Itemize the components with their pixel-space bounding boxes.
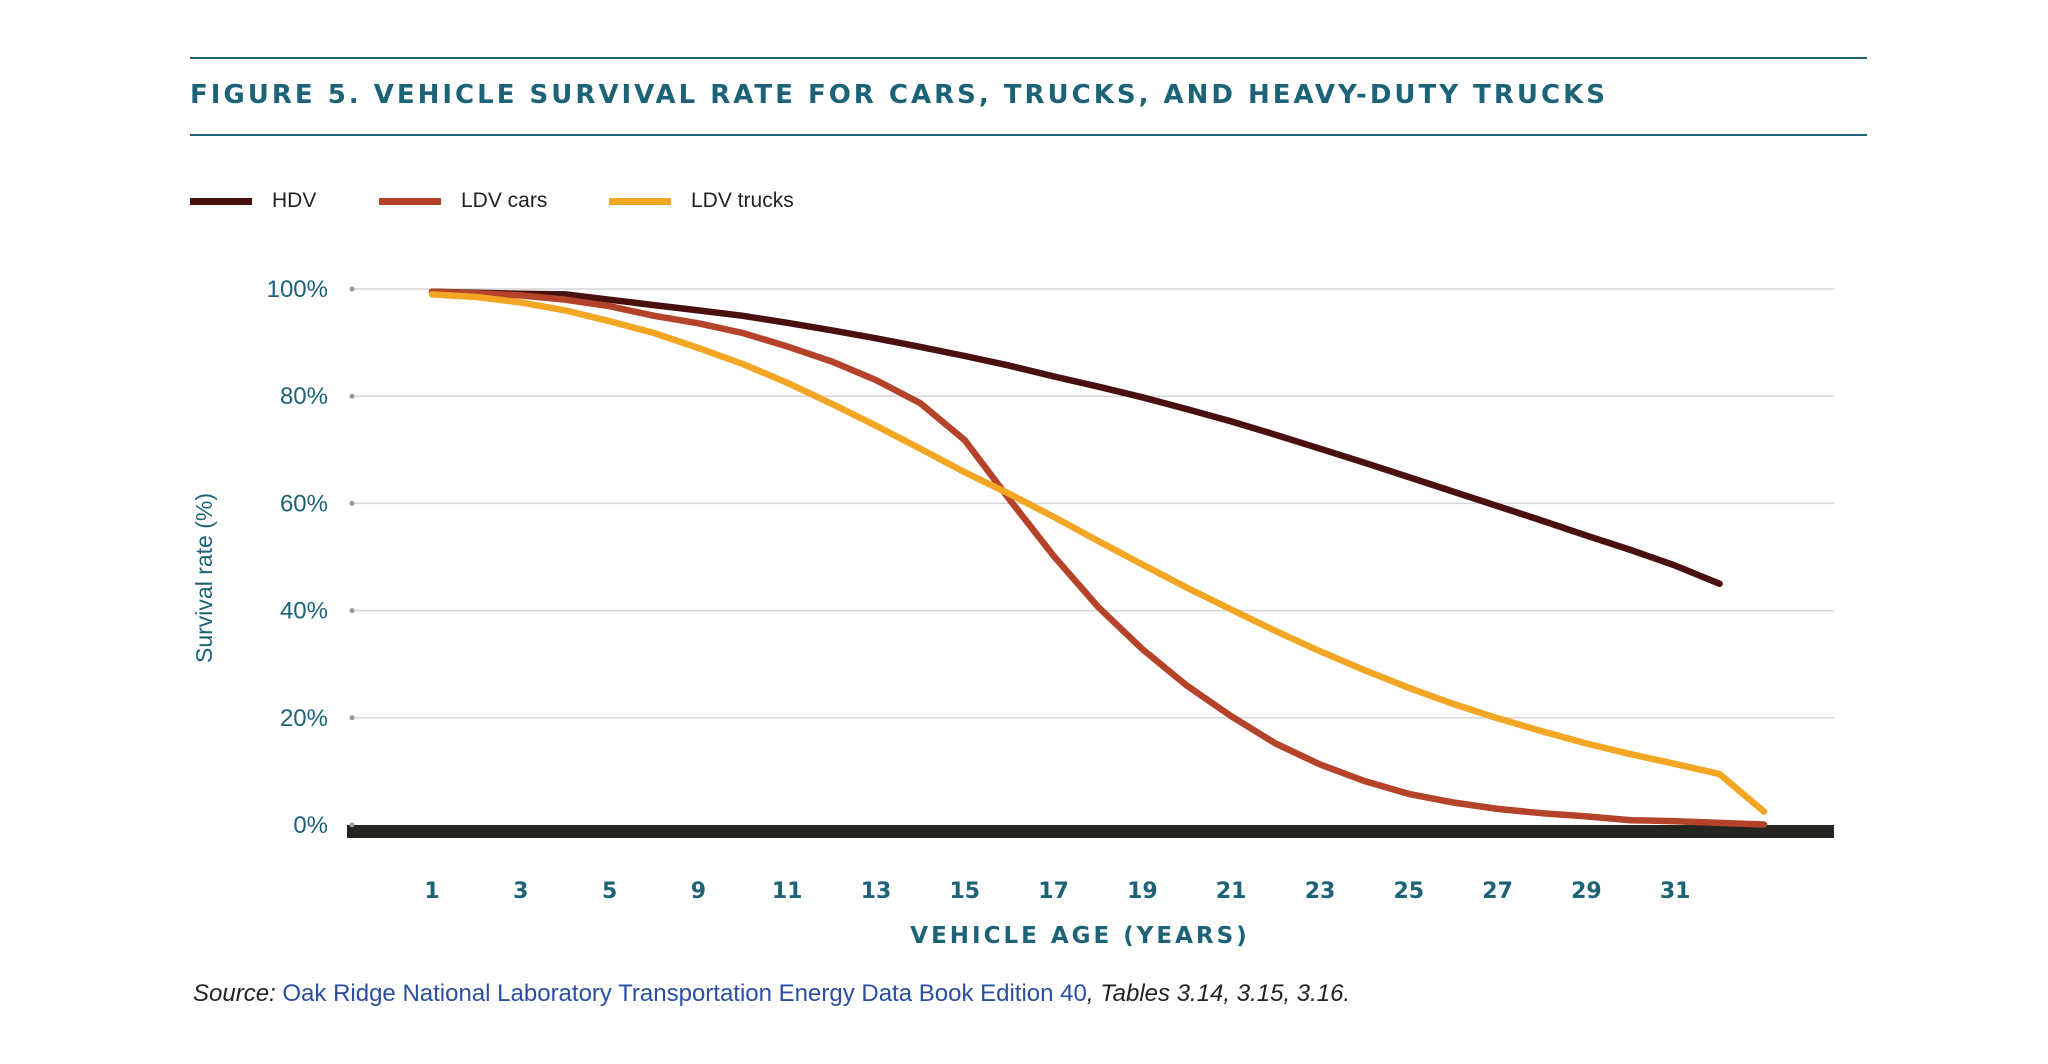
legend-item-ldv-cars: LDV cars [379,188,547,214]
y-tick-dot [349,608,355,614]
y-tick-dot [349,500,355,506]
y-axis-title: Survival rate (%) [191,493,217,663]
legend-swatch-ldv-cars [379,197,441,205]
title-bottom-rule [190,134,1867,136]
x-tick-label: 25 [1393,879,1424,904]
x-tick-label: 1 [424,879,439,904]
figure-title: FIGURE 5. VEHICLE SURVIVAL RATE FOR CARS… [190,80,1608,110]
legend-swatch-ldv-trucks [609,197,671,205]
legend-label-ldv-cars: LDV cars [461,189,548,212]
source-prefix: Source: [193,980,276,1007]
y-tick-label: 80% [280,383,328,410]
source-link[interactable]: Oak Ridge National Laboratory Transporta… [282,980,1087,1007]
legend-swatch-hdv [190,197,252,205]
x-tick-label: 21 [1216,879,1247,904]
x-axis-baseline [347,825,1834,838]
series-line-ldv-cars [428,288,1768,828]
x-tick-label: 5 [602,879,617,904]
top-rule [190,57,1867,59]
x-tick-label: 19 [1127,879,1158,904]
y-tick-label: 60% [280,490,328,517]
x-tick-label: 27 [1482,879,1513,904]
x-tick-label: 11 [772,879,803,904]
series-line-hdv [428,288,1723,588]
y-tick-label: 40% [280,598,328,625]
source-note: Source: Oak Ridge National Laboratory Tr… [193,980,1350,1008]
legend-item-ldv-trucks: LDV trucks [609,188,794,214]
legend-label-hdv: HDV [272,189,317,212]
x-axis-title: VEHICLE AGE (YEARS) [910,923,1249,949]
legend-label-ldv-trucks: LDV trucks [691,189,794,212]
x-tick-label: 9 [691,879,706,904]
x-tick-label: 13 [861,879,892,904]
legend-item-hdv: HDV [190,188,316,214]
x-tick-label: 23 [1305,879,1336,904]
y-tick-dot [349,822,355,828]
source-suffix: , Tables 3.14, 3.15, 3.16. [1086,980,1351,1007]
y-tick-label: 0% [293,812,328,839]
y-tick-dot [349,286,355,292]
y-tick-label: 20% [280,705,328,732]
x-tick-label: 29 [1571,879,1602,904]
x-tick-label: 3 [513,879,528,904]
y-tick-label: 100% [267,276,328,303]
y-tick-dot [349,715,355,721]
series-line-ldv-trucks [428,291,1768,815]
y-tick-dot [349,393,355,399]
x-tick-label: 31 [1660,879,1691,904]
x-tick-label: 17 [1038,879,1069,904]
x-tick-label: 15 [949,879,980,904]
